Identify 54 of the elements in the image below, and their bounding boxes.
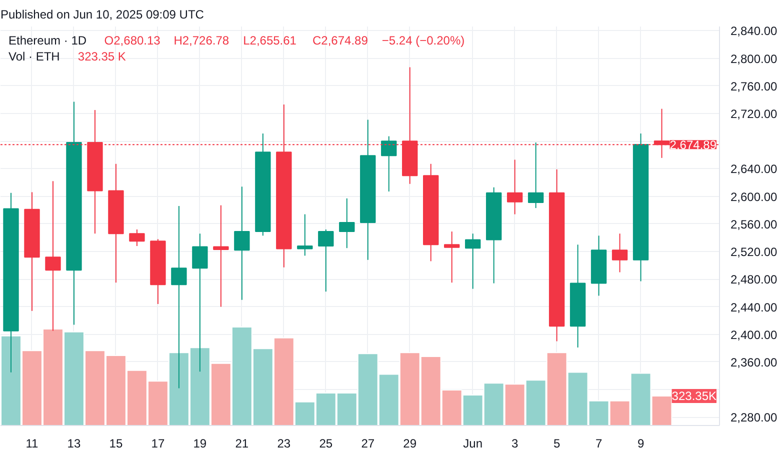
y-tick-label: 2,720.00 — [730, 106, 778, 121]
y-tick-label: 2,800.00 — [730, 52, 778, 66]
annotation: 323.35K — [672, 388, 717, 403]
candlestick — [381, 136, 397, 192]
candlestick — [528, 142, 544, 209]
annotation: C2,674.89 — [312, 34, 368, 48]
candlestick — [171, 205, 187, 389]
ref-line-label: 2,674.89 — [670, 138, 717, 152]
candlestick — [45, 180, 61, 332]
text: Ethereum · 1D — [8, 34, 87, 48]
x-tick-label: 5 — [553, 436, 560, 450]
candlestick — [129, 228, 145, 247]
x-tick-label: 27 — [361, 436, 375, 450]
x-tick-label: 9 — [637, 436, 644, 450]
y-tick-label: 2,400.00 — [730, 328, 778, 342]
x-tick-label: 17 — [151, 436, 165, 450]
candlestick — [339, 198, 355, 249]
x-tick-label: 19 — [193, 436, 207, 450]
candlestick — [234, 186, 250, 300]
x-tick-label: 15 — [109, 436, 123, 450]
annotation: L2,655.61 — [243, 34, 297, 48]
candlestick — [506, 159, 523, 215]
candlestick — [213, 204, 229, 308]
x-tick-label: 13 — [67, 436, 81, 450]
text: Published on Jun 10, 2025 09:09 UTC — [0, 8, 204, 22]
x-tick-label: 23 — [277, 436, 291, 450]
x-tick-label: 25 — [319, 436, 333, 450]
x-tick-label: 11 — [26, 436, 39, 450]
x-tick-label: 21 — [235, 436, 249, 450]
y-tick-label: 2,280.00 — [730, 410, 778, 425]
y-tick-label: 2,840.00 — [730, 24, 778, 38]
y-tick-label: 2,480.00 — [730, 272, 778, 287]
y-tick-label: 2,600.00 — [730, 190, 778, 204]
annotation: 323.35 K — [78, 50, 126, 64]
candlestick — [297, 214, 313, 256]
candlestick — [612, 233, 628, 273]
x-tick-label: 29 — [403, 436, 417, 450]
candlestick — [192, 233, 208, 372]
candlestick — [444, 231, 460, 284]
y-tick-label: 2,640.00 — [730, 162, 778, 176]
y-tick-label: 2,360.00 — [730, 355, 778, 370]
candlestick — [318, 228, 334, 292]
text: Vol · ETH — [8, 50, 60, 64]
y-tick-label: 2,560.00 — [730, 217, 778, 232]
y-tick-label: 2,760.00 — [730, 79, 778, 94]
annotation: O2,680.13 — [104, 34, 161, 48]
x-tick-label: 3 — [511, 436, 518, 450]
candlestick — [464, 233, 481, 290]
x-tick-label: Jun — [463, 436, 483, 450]
y-tick-label: 2,440.00 — [730, 300, 778, 314]
x-tick-label: 7 — [595, 436, 602, 450]
annotation: H2,726.78 — [174, 34, 230, 48]
annotation: −5.24 (−0.20%) — [382, 34, 465, 48]
y-tick-label: 2,520.00 — [730, 245, 778, 260]
